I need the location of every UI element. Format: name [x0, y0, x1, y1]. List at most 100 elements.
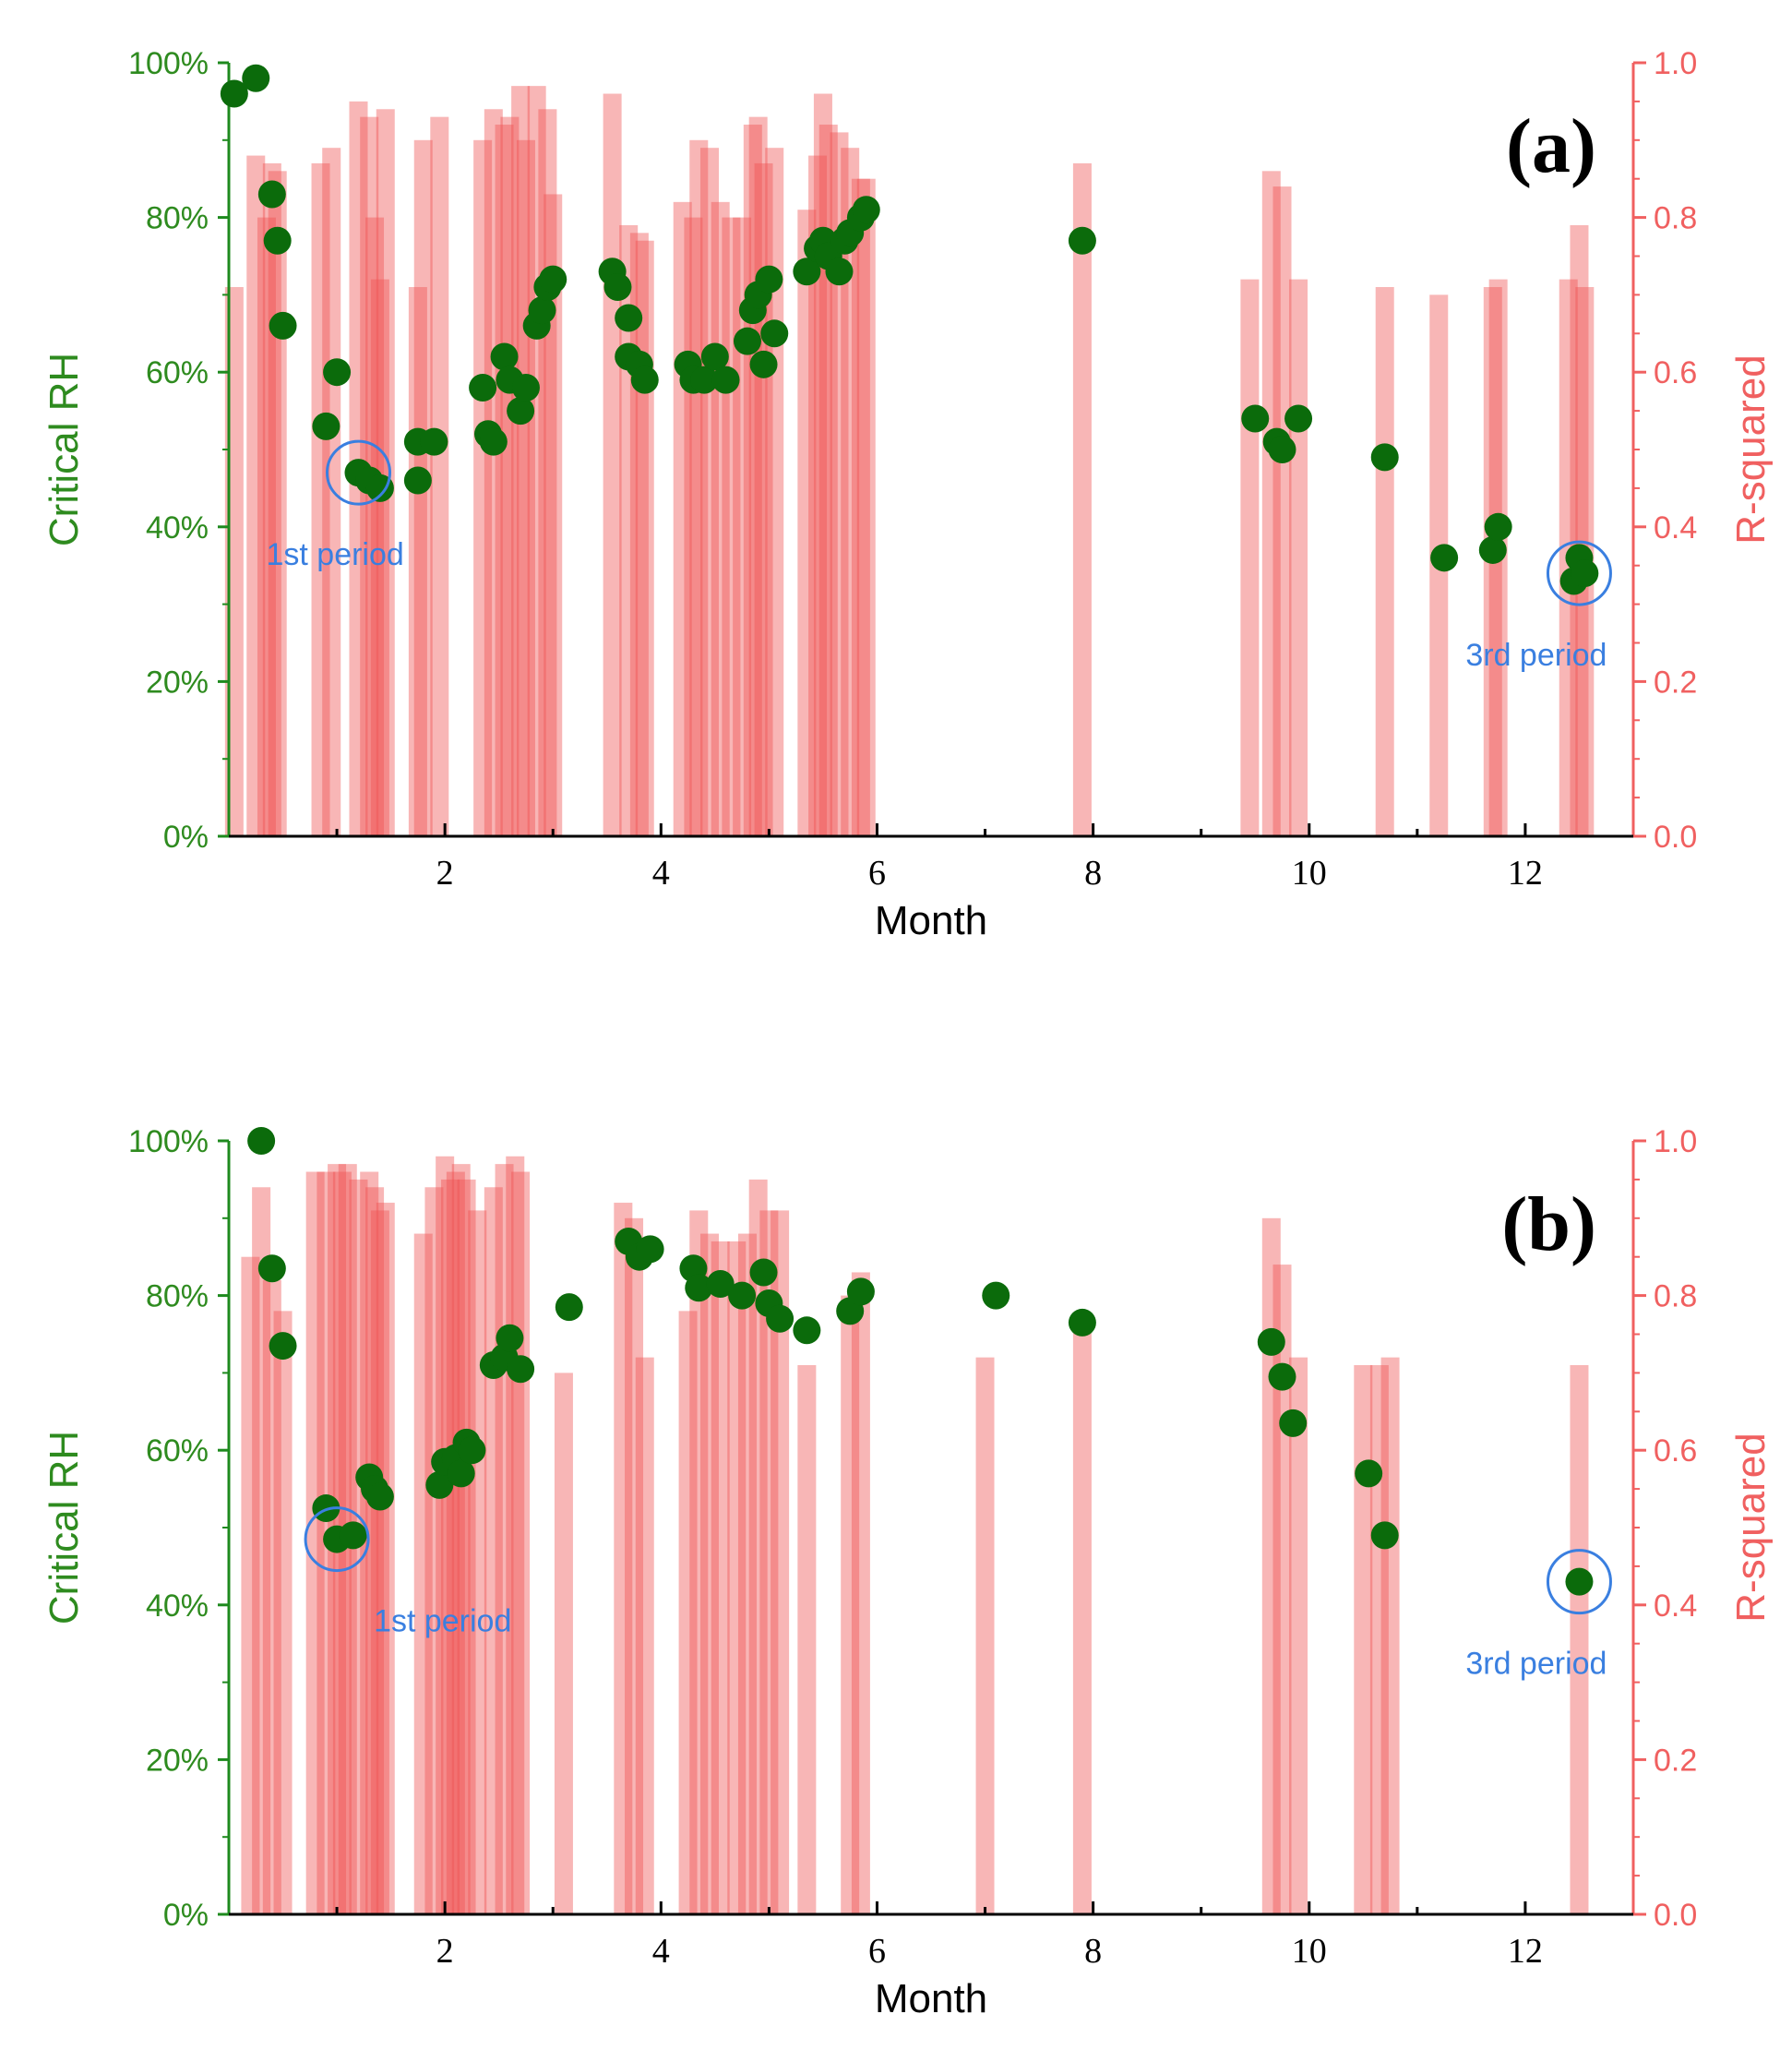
r2-bar — [851, 178, 870, 836]
rh-point — [1484, 512, 1512, 541]
r2-bar — [241, 1256, 260, 1914]
right-axis-title: R-squared — [1728, 1433, 1774, 1622]
rh-point — [1068, 1308, 1096, 1337]
rh-point — [755, 265, 783, 294]
r2-bar — [257, 217, 276, 837]
r2-bar — [451, 1164, 471, 1914]
r2-bar — [511, 1171, 531, 1914]
r2-bar — [484, 109, 503, 836]
r2-bar — [759, 1210, 779, 1914]
rh-point — [711, 366, 740, 394]
r2-bar — [635, 240, 654, 836]
r2-bar — [797, 210, 817, 837]
rh-point — [479, 427, 508, 456]
r2-bar — [1072, 1318, 1092, 1914]
x-tick-label: 12 — [1508, 854, 1543, 893]
rh-point — [1268, 436, 1296, 463]
rh-point — [1268, 1362, 1296, 1391]
rh-point — [749, 350, 778, 378]
rh-point — [1241, 404, 1270, 433]
x-tick-label: 10 — [1292, 1932, 1327, 1971]
r2-bar — [625, 1217, 644, 1914]
rh-point — [766, 1304, 794, 1333]
rh-point — [312, 412, 340, 440]
panel-label: (a) — [1506, 103, 1596, 189]
period-annotation: 1st period — [374, 1604, 511, 1639]
r2-bar — [1261, 1217, 1281, 1914]
rh-point — [403, 466, 432, 495]
r2-bar — [370, 1210, 389, 1914]
rh-point — [555, 1293, 583, 1322]
rh-point — [793, 1316, 821, 1345]
r2-bar — [468, 1210, 487, 1914]
rh-point — [852, 196, 880, 224]
x-tick-label: 8 — [1084, 1932, 1102, 1971]
left-tick-label: 40% — [146, 510, 209, 545]
rh-point — [685, 1274, 713, 1302]
rh-point — [603, 273, 632, 302]
r2-bar — [424, 1187, 444, 1914]
left-tick-label: 100% — [128, 46, 209, 81]
rh-point — [447, 1459, 475, 1488]
r2-bar — [841, 1295, 860, 1914]
r2-bar — [252, 1187, 271, 1914]
r2-bar — [603, 93, 622, 836]
rh-point — [749, 1258, 778, 1287]
rh-point — [982, 1281, 1010, 1310]
rh-point — [539, 265, 567, 294]
left-tick-label: 20% — [146, 665, 209, 700]
panel-label: (b) — [1501, 1181, 1596, 1267]
x-tick-label: 4 — [652, 854, 670, 893]
left-tick-label: 40% — [146, 1588, 209, 1624]
x-tick-label: 4 — [652, 1932, 670, 1971]
panel-b: 0% 20% 40% 60% 80% 100% 0.0 0.2 0.4 0.6 0.8 1.0 2 4 6 8… — [42, 1124, 1774, 2021]
rh-point — [733, 327, 761, 355]
r2-bar — [797, 1365, 817, 1914]
rh-point — [846, 1277, 875, 1306]
left-tick-label: 80% — [146, 1279, 209, 1314]
rh-point — [257, 1254, 286, 1283]
r2-bar — [376, 109, 395, 836]
x-tick-label: 10 — [1292, 854, 1327, 893]
period-circle — [1546, 540, 1612, 606]
r2-bar — [495, 125, 514, 837]
rh-point — [1565, 1567, 1594, 1596]
r2-bar — [975, 1357, 995, 1914]
r2-bar — [1261, 171, 1281, 836]
rh-point — [269, 1332, 297, 1361]
r2-bar — [1375, 287, 1394, 836]
period-circle — [1546, 1549, 1612, 1615]
x-tick-label: 6 — [868, 1932, 886, 1971]
rh-point — [615, 304, 643, 332]
rh-point — [630, 366, 659, 394]
r2-bar — [1570, 1365, 1589, 1914]
r2-bar — [689, 1210, 709, 1914]
x-tick-label: 8 — [1084, 854, 1102, 893]
rh-point — [1571, 559, 1599, 588]
r2-bar — [268, 171, 287, 836]
r2-bar — [457, 1179, 476, 1914]
r2-bar — [727, 1241, 747, 1914]
rh-point — [242, 64, 270, 92]
right-tick-label: 0.0 — [1654, 1898, 1697, 1933]
r2-bar — [500, 116, 520, 836]
rh-point — [690, 366, 719, 394]
r2-bar — [430, 116, 449, 836]
right-tick-label: 0.0 — [1654, 820, 1697, 855]
r2-bar — [765, 148, 784, 836]
right-tick-label: 0.8 — [1654, 1279, 1697, 1314]
rh-point — [700, 342, 729, 371]
period-annotation: 3rd period — [1465, 1647, 1607, 1682]
r2-bar — [511, 86, 531, 836]
rh-point — [339, 1521, 367, 1550]
r2-bar — [365, 217, 385, 837]
r2-bar — [1289, 1357, 1308, 1914]
r2-bar — [851, 1272, 870, 1914]
r2-bar — [273, 1311, 293, 1914]
rh-point — [312, 1494, 340, 1523]
r2-bar — [441, 1179, 460, 1914]
r2-bar — [733, 217, 752, 837]
r2-bar — [818, 125, 838, 837]
rh-point — [496, 1324, 524, 1352]
x-axis-title: Month — [875, 898, 987, 943]
